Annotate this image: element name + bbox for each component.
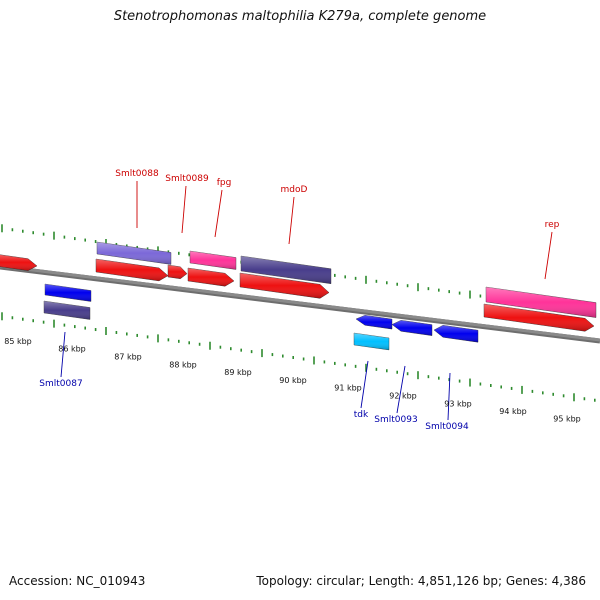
rep-protein-shade: [486, 287, 596, 318]
feature-label: Smlt0087: [39, 379, 82, 389]
ruler-tick-label: 85 kbp: [4, 337, 32, 346]
axis-line: [0, 264, 600, 342]
ruler-tick-label: 93 kbp: [444, 399, 472, 408]
feature-label: Smlt0093: [374, 415, 417, 425]
feature-arrows: [0, 254, 595, 343]
ruler-tick-label: 90 kbp: [279, 376, 307, 385]
leader-line: [60, 331, 66, 378]
topology-text: Topology: circular; Length: 4,851,126 bp…: [256, 574, 586, 588]
label-leaders: [60, 181, 553, 421]
ruler-tick-label: 91 kbp: [334, 384, 362, 393]
leader-line: [181, 185, 187, 234]
rep-cds-arrow-shade: [484, 304, 594, 332]
ruler-tick-label: 95 kbp: [553, 415, 581, 424]
mdoD-protein-shade: [241, 256, 331, 284]
tdk-protein-shade: [354, 333, 389, 350]
feature-labels: Smlt0088 Smlt0089 fpg mdoD rep Smlt0087 tdk Sml…: [39, 169, 559, 432]
ruler-labels: 85 kbp 86 kbp 87 kbp 88 kbp 89 kbp 90 kbp 91 k…: [4, 337, 581, 424]
tdk-cds-arrow-shade: [356, 315, 392, 330]
feature-label: Smlt0094: [425, 422, 469, 432]
Smlt0089-cds-arrow-shade: [168, 265, 187, 279]
feature-label: rep: [545, 220, 560, 230]
leader-line: [360, 360, 369, 409]
leader-line: [396, 365, 406, 414]
ruler-tick-label: 89 kbp: [224, 368, 252, 377]
Smlt0087-cds-shade: [45, 284, 91, 302]
Smlt0094-cds-arrow-shade: [434, 325, 478, 343]
fpg-cds-arrow-shade: [188, 268, 234, 287]
Smlt0093-cds-arrow-shade: [392, 320, 432, 336]
genome-axis: [0, 264, 600, 344]
feature-label: Smlt0088: [115, 169, 159, 179]
feature-blocks: [43, 241, 597, 351]
feature-label: Smlt0089: [165, 174, 209, 184]
ruler-tick-label: 94 kbp: [499, 407, 527, 416]
feature-label: fpg: [217, 178, 232, 188]
leader-line: [544, 231, 553, 280]
lower-tick-row: [1, 312, 596, 402]
leader-line: [214, 189, 223, 238]
ruler-tick-label: 86 kbp: [58, 345, 86, 354]
feature-label: tdk: [354, 410, 369, 420]
ruler-tick-label: 87 kbp: [114, 353, 142, 362]
ruler-tick-label: 88 kbp: [169, 360, 197, 369]
Smlt0087-protein-shade: [44, 301, 90, 320]
mdoD-cds-arrow-shade: [240, 273, 329, 299]
fpg-protein-shade: [190, 251, 236, 270]
prev-gene-arrow-shade: [0, 254, 37, 271]
leader-line: [288, 196, 295, 245]
accession-text: Accession: NC_010943: [9, 574, 146, 588]
feature-label: mdoD: [281, 185, 308, 195]
map-title: Stenotrophomonas maltophilia K279a, comp…: [113, 9, 487, 24]
Smlt0088-protein-shade: [97, 242, 171, 265]
leader-line: [447, 372, 451, 421]
Smlt0088-cds-arrow-shade: [96, 259, 168, 281]
ruler-tick-label: 92 kbp: [389, 392, 417, 401]
